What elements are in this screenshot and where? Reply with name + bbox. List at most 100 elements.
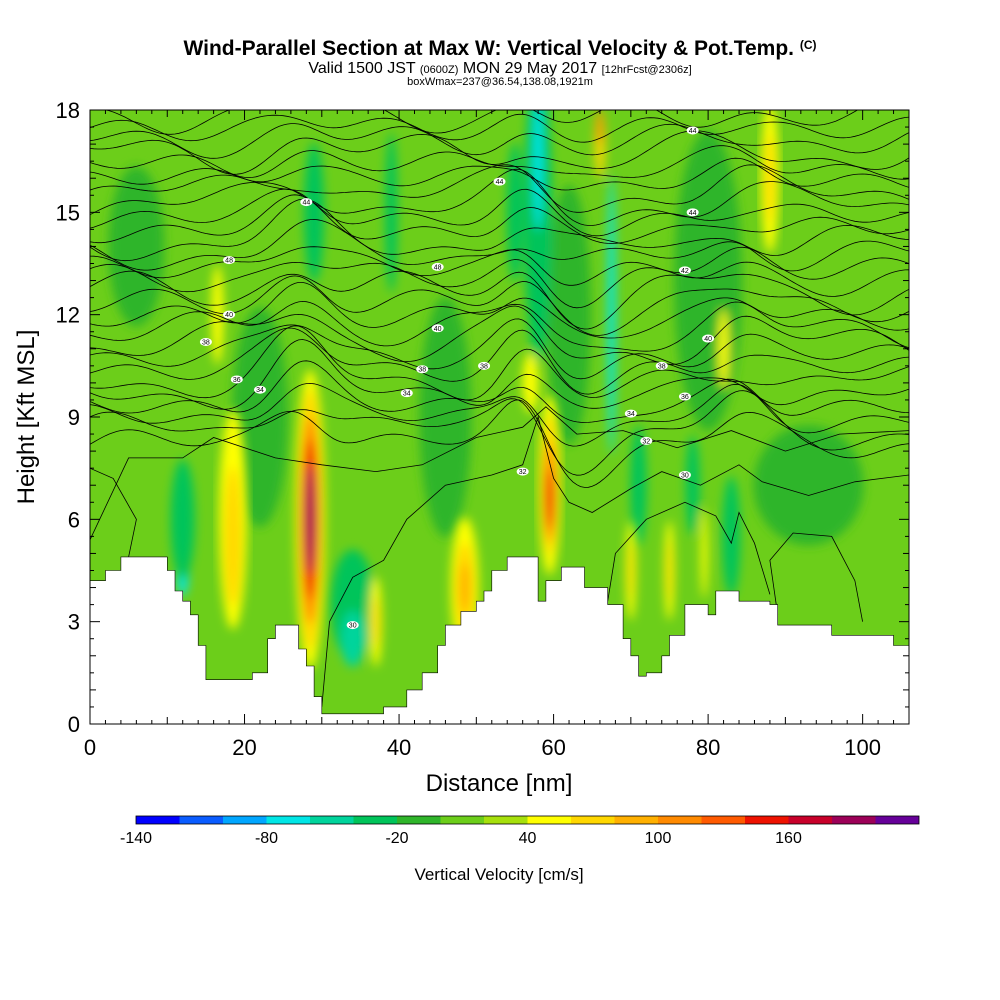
colorbar-swatch bbox=[658, 816, 702, 824]
copyright-mark: (C) bbox=[799, 38, 817, 52]
theta-label: 36 bbox=[230, 375, 243, 384]
theta-label: 44 bbox=[300, 198, 313, 207]
svg-text:30: 30 bbox=[349, 623, 357, 630]
colorbar-swatch bbox=[527, 816, 571, 824]
x-tick-labels: 0 20 40 60 80 100 bbox=[84, 735, 881, 760]
y-tick-label: 6 bbox=[68, 507, 80, 532]
x-tick-label: 40 bbox=[387, 735, 411, 760]
theta-contour bbox=[321, 415, 909, 707]
colorbar bbox=[135, 815, 920, 825]
velocity-cell bbox=[419, 297, 472, 537]
theta-label: 30 bbox=[346, 621, 359, 630]
colorbar-swatch bbox=[832, 816, 876, 824]
x-tick-label: 100 bbox=[844, 735, 881, 760]
colorbar-swatch bbox=[310, 816, 354, 824]
colorbar-swatch bbox=[266, 816, 310, 824]
theta-label: 38 bbox=[416, 365, 429, 374]
svg-text:30: 30 bbox=[681, 472, 689, 479]
svg-text:40: 40 bbox=[704, 336, 712, 343]
svg-text:36: 36 bbox=[233, 377, 241, 384]
theta-contour bbox=[104, 110, 859, 135]
velocity-cell bbox=[547, 184, 592, 445]
theta-contour bbox=[90, 300, 909, 352]
colorbar-swatch bbox=[440, 816, 484, 824]
theta-contour bbox=[90, 339, 909, 410]
theta-contour bbox=[90, 327, 909, 395]
svg-text:48: 48 bbox=[225, 258, 233, 265]
velocity-cell bbox=[304, 142, 325, 283]
theta-label: 44 bbox=[493, 177, 506, 186]
colorbar-swatch bbox=[179, 816, 223, 824]
colorbar-swatch bbox=[397, 816, 441, 824]
theta-label: 38 bbox=[478, 361, 491, 370]
svg-text:38: 38 bbox=[658, 363, 666, 370]
svg-text:44: 44 bbox=[496, 179, 504, 186]
colorbar-swatch bbox=[614, 816, 658, 824]
velocity-cell bbox=[596, 110, 603, 146]
theta-label: 32 bbox=[516, 467, 529, 476]
terrain-mask bbox=[90, 556, 909, 724]
velocity-cell bbox=[666, 540, 672, 601]
theta-label: 40 bbox=[431, 324, 444, 333]
svg-text:34: 34 bbox=[403, 391, 411, 398]
theta-label: 34 bbox=[624, 409, 637, 418]
theta-label: 32 bbox=[640, 436, 653, 445]
colorbar-swatch bbox=[223, 816, 267, 824]
potential-temperature-contours bbox=[90, 110, 909, 707]
x-tick-label: 80 bbox=[696, 735, 720, 760]
velocity-cell bbox=[765, 133, 774, 224]
theta-contour bbox=[90, 259, 909, 309]
svg-text:44: 44 bbox=[302, 200, 310, 207]
colorbar-swatch bbox=[353, 816, 397, 824]
velocity-cell bbox=[533, 110, 544, 232]
theta-contour bbox=[90, 168, 909, 226]
velocity-cell bbox=[722, 476, 741, 597]
theta-contour bbox=[90, 382, 909, 447]
valid-time: Valid 1500 JST (0600Z) MON 29 May 2017 [… bbox=[0, 60, 1000, 78]
theta-contour bbox=[90, 113, 909, 143]
colorbar-tick-label: -80 bbox=[255, 830, 278, 847]
title-text: Wind-Parallel Section at Max W: Vertical… bbox=[183, 37, 794, 60]
theta-label: 38 bbox=[655, 361, 668, 370]
velocity-cell bbox=[459, 562, 470, 613]
theta-contour bbox=[90, 360, 909, 423]
velocity-cell bbox=[231, 307, 288, 527]
theta-label: 40 bbox=[702, 334, 715, 343]
x-axis-label: Distance [nm] bbox=[426, 770, 573, 797]
theta-contour bbox=[90, 164, 909, 213]
y-tick-label: 18 bbox=[56, 98, 80, 123]
valid-local: Valid 1500 JST bbox=[308, 60, 416, 77]
velocity-cell bbox=[506, 142, 523, 283]
velocity-cell bbox=[385, 132, 398, 293]
colorbar-swatch bbox=[571, 816, 615, 824]
velocity-cell bbox=[630, 425, 647, 546]
velocity-cell bbox=[108, 166, 165, 327]
theta-label: 48 bbox=[223, 256, 236, 265]
axis-ticks bbox=[89, 109, 910, 725]
svg-text:34: 34 bbox=[256, 387, 264, 394]
colorbar-tick-label: 40 bbox=[519, 830, 537, 847]
theta-contour bbox=[607, 501, 771, 602]
svg-text:38: 38 bbox=[418, 367, 426, 374]
theta-label: 34 bbox=[253, 385, 266, 394]
chart-title: Wind-Parallel Section at Max W: Vertical… bbox=[0, 37, 1000, 61]
velocity-cell bbox=[372, 596, 380, 647]
theta-contour bbox=[90, 325, 909, 401]
velocity-cell bbox=[170, 459, 195, 580]
velocity-cell bbox=[718, 308, 729, 389]
y-tick-label: 12 bbox=[56, 303, 80, 328]
theta-label: 38 bbox=[199, 337, 212, 346]
colorbar-label: Vertical Velocity [cm/s] bbox=[414, 865, 583, 884]
velocity-cell bbox=[522, 352, 539, 413]
x-tick-label: 60 bbox=[541, 735, 565, 760]
theta-contour bbox=[90, 318, 909, 380]
theta-contour bbox=[769, 532, 863, 622]
theta-label: 34 bbox=[400, 389, 413, 398]
svg-text:42: 42 bbox=[681, 268, 689, 275]
box-info: boxWmax=237@36.54,138.08,1921m bbox=[407, 76, 593, 88]
velocity-cell bbox=[700, 508, 708, 599]
velocity-cell bbox=[685, 435, 700, 536]
theta-label: 48 bbox=[431, 262, 444, 271]
colorbar-swatch bbox=[745, 816, 789, 824]
